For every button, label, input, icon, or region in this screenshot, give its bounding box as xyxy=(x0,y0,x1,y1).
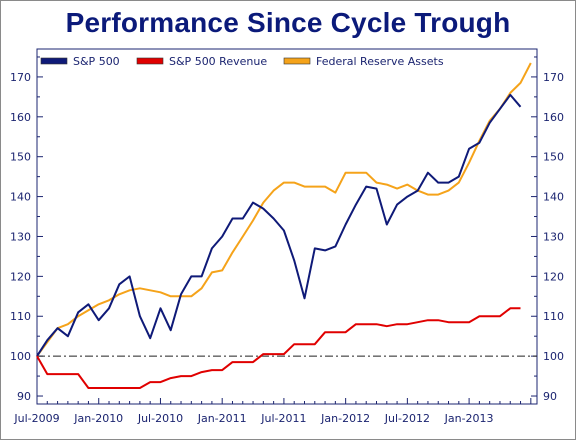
x-tick-label: Jan-2011 xyxy=(197,412,247,425)
y-tick-label-right: 130 xyxy=(543,230,564,243)
y-tick-label-left: 150 xyxy=(10,151,31,164)
x-tick-label: Jan-2013 xyxy=(444,412,494,425)
legend-swatch-2 xyxy=(283,57,311,65)
series-line-s-p-500-revenue xyxy=(36,307,521,389)
y-tick-label-right: 120 xyxy=(543,270,564,283)
y-tick-label-right: 110 xyxy=(543,310,564,323)
x-tick-label: Jul-2012 xyxy=(384,412,430,425)
plot-area xyxy=(36,48,538,405)
y-tick-label-right: 170 xyxy=(543,71,564,84)
legend-label-1: S&P 500 Revenue xyxy=(169,55,267,68)
x-tick-label: Jul-2010 xyxy=(137,412,183,425)
y-tick-label-left: 110 xyxy=(10,310,31,323)
y-tick-label-right: 150 xyxy=(543,151,564,164)
y-tick-label-right: 160 xyxy=(543,111,564,124)
chart-title: Performance Since Cycle Trough xyxy=(65,7,511,38)
x-tick-label: Jan-2012 xyxy=(320,412,370,425)
legend-swatch-0 xyxy=(40,57,68,65)
y-tick-label-right: 100 xyxy=(543,350,564,363)
y-tick-label-left: 100 xyxy=(10,350,31,363)
x-tick-label: Jan-2010 xyxy=(73,412,123,425)
y-tick-label-left: 140 xyxy=(10,191,31,204)
y-tick-label-left: 160 xyxy=(10,111,31,124)
y-tick-label-right: 140 xyxy=(543,191,564,204)
y-tick-label-left: 120 xyxy=(10,270,31,283)
x-tick-label: Jul-2011 xyxy=(260,412,306,425)
series-line-s-p-500 xyxy=(36,93,522,357)
series-line-federal-reserve-assets xyxy=(36,62,532,357)
y-tick-label-left: 170 xyxy=(10,71,31,84)
y-tick-label-left: 90 xyxy=(17,390,31,403)
x-tick-label: Jul-2009 xyxy=(13,412,59,425)
y-tick-label-left: 130 xyxy=(10,230,31,243)
legend-label-2: Federal Reserve Assets xyxy=(316,55,444,68)
legend-label-0: S&P 500 xyxy=(73,55,120,68)
legend-swatch-1 xyxy=(136,57,164,65)
y-tick-label-right: 90 xyxy=(543,390,557,403)
